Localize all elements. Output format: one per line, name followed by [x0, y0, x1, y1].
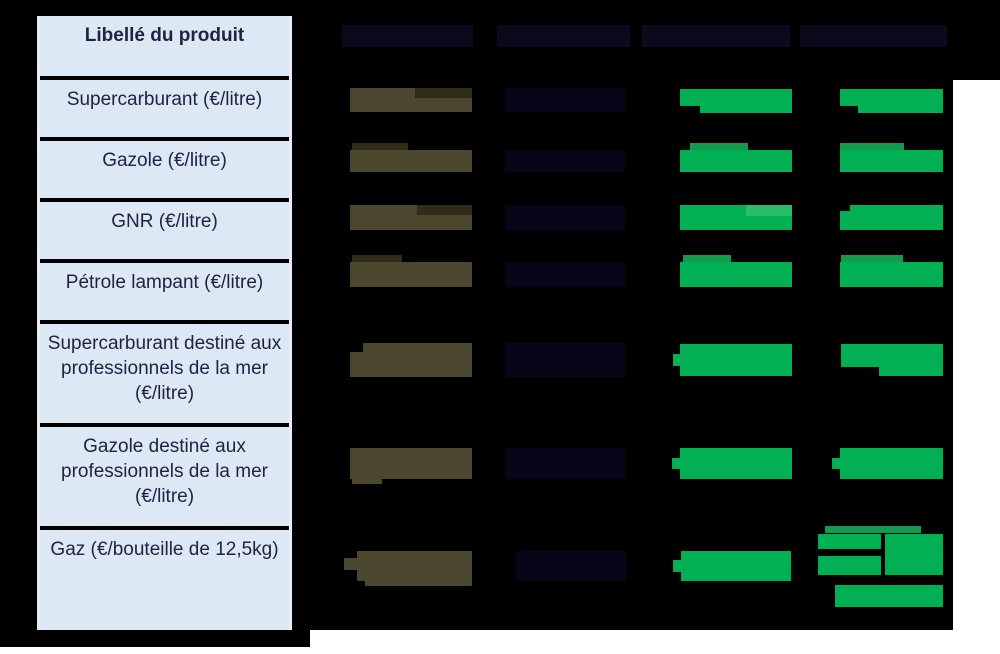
- redacted-value-block: [357, 551, 472, 581]
- redacted-value-block: [681, 551, 791, 581]
- table-corner-header: Libellé du produit: [40, 16, 289, 76]
- redacted-value-block: [680, 448, 792, 479]
- redacted-value-block: [840, 205, 850, 211]
- redacted-value-block: [350, 343, 363, 352]
- redacted-value-block: [344, 558, 357, 570]
- label-column-left-border: [37, 16, 40, 630]
- redacted-value-block: [680, 344, 792, 376]
- redacted-value-block: [683, 255, 731, 262]
- redacted-value-block: [680, 150, 792, 172]
- redacted-value-block: [350, 150, 472, 172]
- redacted-value-block: [840, 143, 904, 150]
- product-label-cell: Gaz (€/bouteille de 12,5kg): [40, 530, 289, 630]
- redacted-value-block: [840, 205, 943, 230]
- redacted-value-block: [352, 479, 382, 484]
- redacted-value-block: [417, 205, 472, 215]
- redacted-value-block: [835, 585, 943, 607]
- redacted-value-block: [350, 262, 472, 287]
- redacted-value-block: [840, 150, 943, 172]
- redacted-value-block: [840, 262, 943, 287]
- redacted-value-block: [505, 205, 625, 230]
- product-label-cell: Gazole (€/litre): [40, 141, 289, 198]
- redacted-value-block: [840, 448, 943, 479]
- label-column-right-border: [289, 16, 292, 630]
- redacted-value-block: [505, 150, 625, 172]
- redacted-value-block: [505, 448, 625, 479]
- product-label-column: Libellé du produit Supercarburant (€/lit…: [40, 16, 289, 630]
- redacted-value-block: [825, 526, 921, 533]
- redacted-header-bar: [800, 25, 947, 47]
- redacted-value-block: [350, 343, 472, 377]
- product-label-cell: Supercarburant destiné aux professionnel…: [40, 324, 289, 423]
- redacted-value-block: [832, 458, 840, 469]
- redacted-value-block: [672, 458, 680, 469]
- redacted-value-block: [841, 367, 879, 376]
- redacted-value-block: [365, 581, 472, 586]
- redacted-value-block: [505, 343, 625, 377]
- redacted-value-block: [516, 551, 626, 581]
- redacted-value-block: [840, 106, 858, 113]
- redacted-value-block: [818, 534, 881, 549]
- product-label-cell: Supercarburant (€/litre): [40, 80, 289, 137]
- redacted-value-block: [350, 448, 472, 479]
- redacted-value-block: [505, 262, 625, 287]
- redacted-value-block: [885, 534, 943, 575]
- redacted-header-bar: [642, 25, 790, 47]
- product-label-cell: GNR (€/litre): [40, 202, 289, 259]
- redacted-value-block: [673, 560, 681, 572]
- table-background-top-right: [953, 0, 1000, 80]
- redacted-value-block: [746, 205, 792, 216]
- redacted-value-block: [673, 354, 680, 366]
- table-background-bottom-strip: [0, 630, 310, 647]
- product-label-cell: Pétrole lampant (€/litre): [40, 263, 289, 320]
- redacted-value-block: [680, 262, 792, 287]
- redacted-value-block: [818, 556, 881, 575]
- redacted-value-block: [690, 143, 748, 150]
- redacted-value-block: [415, 88, 472, 98]
- redacted-value-block: [680, 106, 700, 113]
- product-label-cell: Gazole destiné aux professionnels de la …: [40, 427, 289, 526]
- redacted-header-bar: [342, 25, 473, 47]
- redacted-value-block: [841, 255, 903, 262]
- redacted-value-block: [352, 255, 402, 262]
- redacted-value-block: [352, 143, 408, 150]
- redacted-value-block: [505, 88, 625, 112]
- redacted-header-bar: [497, 25, 630, 47]
